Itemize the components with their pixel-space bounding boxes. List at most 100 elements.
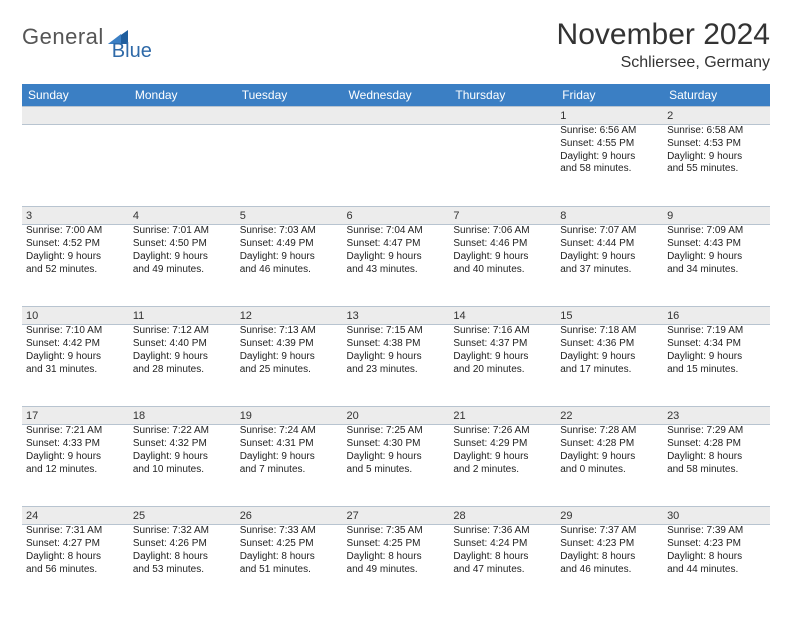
sunset-text: Sunset: 4:36 PM: [560, 338, 659, 351]
sunset-text: Sunset: 4:31 PM: [240, 438, 339, 451]
logo-word-general: General: [22, 24, 104, 50]
daylight-text: and 49 minutes.: [347, 564, 446, 577]
day-number-cell: 7: [449, 207, 556, 225]
day-number-cell: 9: [663, 207, 770, 225]
day-number-cell: 14: [449, 307, 556, 325]
sunset-text: Sunset: 4:52 PM: [26, 238, 125, 251]
sunrise-text: Sunrise: 7:12 AM: [133, 325, 232, 338]
daylight-text: Daylight: 8 hours: [560, 551, 659, 564]
sunrise-text: Sunrise: 7:28 AM: [560, 425, 659, 438]
sunset-text: Sunset: 4:25 PM: [240, 538, 339, 551]
weekday-header: Sunday: [22, 84, 129, 107]
sunrise-text: Sunrise: 7:04 AM: [347, 225, 446, 238]
daylight-text: Daylight: 9 hours: [26, 451, 125, 464]
daylight-text: Daylight: 8 hours: [453, 551, 552, 564]
day-detail-cell: [343, 125, 450, 207]
page-subtitle: Schliersee, Germany: [557, 54, 770, 72]
daylight-text: Daylight: 8 hours: [240, 551, 339, 564]
day-number-cell: [22, 107, 129, 125]
sunset-text: Sunset: 4:26 PM: [133, 538, 232, 551]
day-number-row: 12: [22, 107, 770, 125]
day-number-cell: 17: [22, 407, 129, 425]
daylight-text: and 46 minutes.: [240, 264, 339, 277]
sunset-text: Sunset: 4:46 PM: [453, 238, 552, 251]
daylight-text: Daylight: 9 hours: [240, 451, 339, 464]
day-detail-cell: Sunrise: 7:09 AMSunset: 4:43 PMDaylight:…: [663, 225, 770, 307]
weekday-header: Thursday: [449, 84, 556, 107]
daylight-text: and 2 minutes.: [453, 464, 552, 477]
day-detail-cell: Sunrise: 7:32 AMSunset: 4:26 PMDaylight:…: [129, 525, 236, 607]
day-detail-cell: Sunrise: 7:26 AMSunset: 4:29 PMDaylight:…: [449, 425, 556, 507]
daylight-text: Daylight: 9 hours: [133, 451, 232, 464]
sunrise-text: Sunrise: 7:13 AM: [240, 325, 339, 338]
day-detail-cell: Sunrise: 7:12 AMSunset: 4:40 PMDaylight:…: [129, 325, 236, 407]
sunrise-text: Sunrise: 7:36 AM: [453, 525, 552, 538]
day-detail-cell: Sunrise: 7:13 AMSunset: 4:39 PMDaylight:…: [236, 325, 343, 407]
daylight-text: and 49 minutes.: [133, 264, 232, 277]
day-number-cell: 26: [236, 507, 343, 525]
day-number-cell: 15: [556, 307, 663, 325]
sunset-text: Sunset: 4:33 PM: [26, 438, 125, 451]
day-number-cell: 27: [343, 507, 450, 525]
sunset-text: Sunset: 4:53 PM: [667, 138, 766, 151]
day-number-cell: [343, 107, 450, 125]
sunrise-text: Sunrise: 7:09 AM: [667, 225, 766, 238]
daylight-text: Daylight: 9 hours: [240, 251, 339, 264]
day-detail-row: Sunrise: 7:21 AMSunset: 4:33 PMDaylight:…: [22, 425, 770, 507]
sunset-text: Sunset: 4:47 PM: [347, 238, 446, 251]
day-number-row: 3456789: [22, 207, 770, 225]
day-number-cell: 28: [449, 507, 556, 525]
daylight-text: Daylight: 9 hours: [133, 251, 232, 264]
daylight-text: and 56 minutes.: [26, 564, 125, 577]
day-number-row: 10111213141516: [22, 307, 770, 325]
daylight-text: and 51 minutes.: [240, 564, 339, 577]
weekday-header: Wednesday: [343, 84, 450, 107]
sunrise-text: Sunrise: 7:10 AM: [26, 325, 125, 338]
sunset-text: Sunset: 4:37 PM: [453, 338, 552, 351]
sunset-text: Sunset: 4:25 PM: [347, 538, 446, 551]
sunset-text: Sunset: 4:50 PM: [133, 238, 232, 251]
sunrise-text: Sunrise: 7:03 AM: [240, 225, 339, 238]
daylight-text: Daylight: 9 hours: [667, 151, 766, 164]
sunrise-text: Sunrise: 7:31 AM: [26, 525, 125, 538]
daylight-text: Daylight: 9 hours: [133, 351, 232, 364]
header-bar: General Blue November 2024 Schliersee, G…: [22, 18, 770, 72]
day-number-cell: 13: [343, 307, 450, 325]
sunrise-text: Sunrise: 7:24 AM: [240, 425, 339, 438]
day-number-cell: 18: [129, 407, 236, 425]
day-detail-cell: [236, 125, 343, 207]
daylight-text: Daylight: 8 hours: [667, 451, 766, 464]
sunset-text: Sunset: 4:24 PM: [453, 538, 552, 551]
sunset-text: Sunset: 4:34 PM: [667, 338, 766, 351]
day-detail-cell: Sunrise: 7:33 AMSunset: 4:25 PMDaylight:…: [236, 525, 343, 607]
day-number-cell: 12: [236, 307, 343, 325]
sunrise-text: Sunrise: 7:37 AM: [560, 525, 659, 538]
day-number-cell: 11: [129, 307, 236, 325]
daylight-text: and 5 minutes.: [347, 464, 446, 477]
daylight-text: Daylight: 9 hours: [453, 351, 552, 364]
daylight-text: Daylight: 8 hours: [667, 551, 766, 564]
day-number-cell: 10: [22, 307, 129, 325]
day-detail-cell: Sunrise: 7:10 AMSunset: 4:42 PMDaylight:…: [22, 325, 129, 407]
daylight-text: Daylight: 9 hours: [26, 351, 125, 364]
day-detail-cell: Sunrise: 7:31 AMSunset: 4:27 PMDaylight:…: [22, 525, 129, 607]
daylight-text: and 10 minutes.: [133, 464, 232, 477]
day-detail-cell: Sunrise: 7:21 AMSunset: 4:33 PMDaylight:…: [22, 425, 129, 507]
daylight-text: and 46 minutes.: [560, 564, 659, 577]
day-detail-row: Sunrise: 7:10 AMSunset: 4:42 PMDaylight:…: [22, 325, 770, 407]
calendar-table: Sunday Monday Tuesday Wednesday Thursday…: [22, 84, 770, 607]
daylight-text: Daylight: 9 hours: [560, 351, 659, 364]
weekday-header-row: Sunday Monday Tuesday Wednesday Thursday…: [22, 84, 770, 107]
daylight-text: and 40 minutes.: [453, 264, 552, 277]
day-detail-row: Sunrise: 7:00 AMSunset: 4:52 PMDaylight:…: [22, 225, 770, 307]
day-number-cell: 4: [129, 207, 236, 225]
day-detail-cell: Sunrise: 7:03 AMSunset: 4:49 PMDaylight:…: [236, 225, 343, 307]
sunrise-text: Sunrise: 7:35 AM: [347, 525, 446, 538]
sunset-text: Sunset: 4:32 PM: [133, 438, 232, 451]
day-number-cell: 30: [663, 507, 770, 525]
daylight-text: and 34 minutes.: [667, 264, 766, 277]
daylight-text: Daylight: 9 hours: [453, 251, 552, 264]
day-detail-row: Sunrise: 7:31 AMSunset: 4:27 PMDaylight:…: [22, 525, 770, 607]
sunset-text: Sunset: 4:42 PM: [26, 338, 125, 351]
daylight-text: and 58 minutes.: [667, 464, 766, 477]
